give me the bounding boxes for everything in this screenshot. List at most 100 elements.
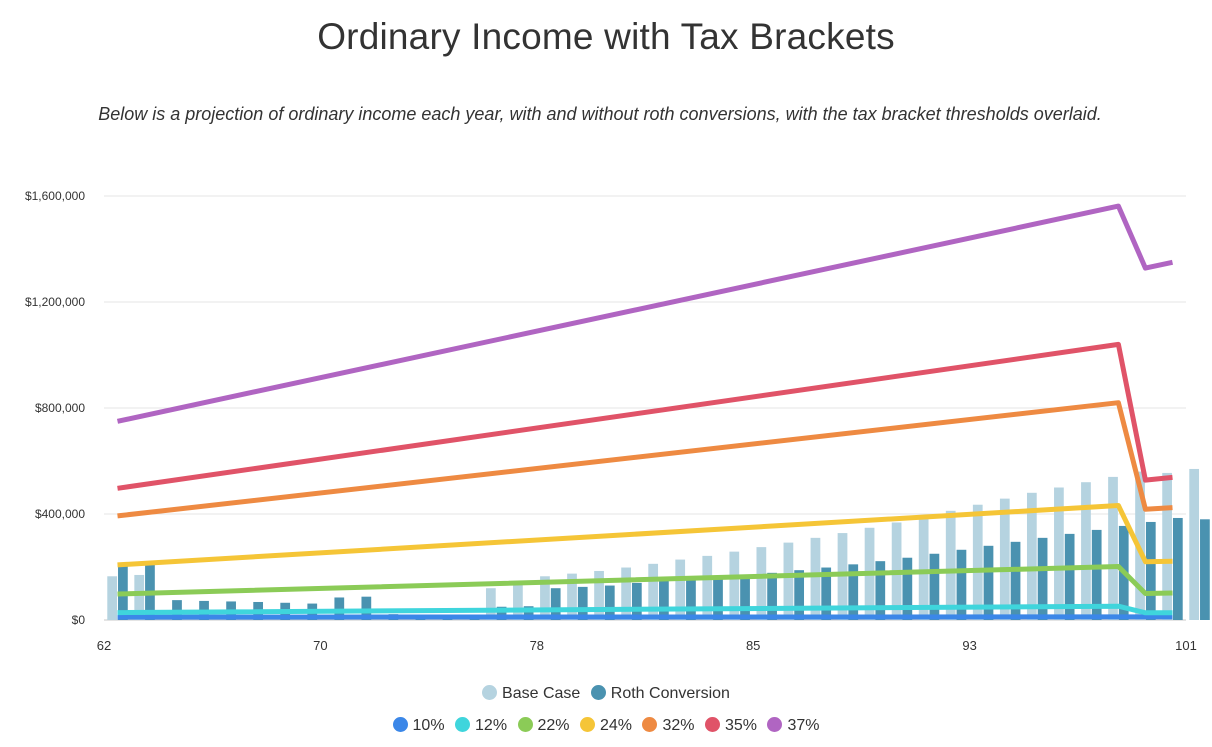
y-tick-label: $400,000 — [35, 507, 85, 521]
y-tick-label: $0 — [72, 613, 86, 627]
x-tick-label: 78 — [530, 638, 544, 653]
base-case-bar — [756, 547, 767, 620]
roth-conversion-bar — [1010, 541, 1021, 620]
legend-item-37[interactable]: 37% — [767, 717, 819, 735]
bracket-line-35pct — [117, 341, 1173, 491]
legend-label: 24% — [599, 717, 633, 734]
base-case-bar — [1054, 487, 1064, 620]
roth-conversion-bar — [767, 572, 777, 620]
roth-conversion-bar — [361, 596, 372, 620]
base-case-bar — [1162, 472, 1172, 620]
legend-item-35[interactable]: 35% — [704, 717, 757, 735]
legend-dot — [517, 717, 533, 732]
legend-label: 22% — [537, 717, 570, 734]
roth-conversion-bar — [929, 553, 940, 620]
bracket-line-22pct — [117, 564, 1173, 597]
roth-conversion-bar — [1064, 533, 1075, 620]
base-case-bar — [513, 582, 523, 620]
roth-conversion-bar — [875, 561, 886, 620]
roth-conversion-bar — [848, 564, 859, 620]
legend-label: 35% — [724, 717, 757, 734]
bracket-line-32pct — [117, 400, 1173, 519]
legend-dot — [642, 717, 658, 732]
chart-subtitle: Below is a projection of ordinary income… — [98, 104, 1102, 124]
base-case-bar — [594, 570, 604, 620]
roth-conversion-bar — [1091, 529, 1102, 620]
legend-item-12[interactable]: 12% — [455, 717, 507, 735]
base-case-bar — [945, 510, 956, 620]
roth-conversion-bar — [1145, 521, 1156, 620]
base-case-bar — [702, 555, 713, 620]
base-case-bar — [675, 559, 686, 620]
x-tick-label: 93 — [962, 638, 976, 653]
legend-label: Base Case — [502, 685, 581, 702]
roth-conversion-bar — [523, 606, 534, 620]
base-case-bar — [1189, 468, 1200, 620]
y-tick-label: $1,600,000 — [25, 189, 85, 203]
legend-item-10[interactable]: 10% — [392, 717, 445, 735]
base-case-bar — [783, 542, 794, 620]
roth-conversion-bar — [794, 570, 805, 620]
roth-conversion-bar — [659, 580, 669, 620]
y-tick-label: $800,000 — [35, 401, 85, 415]
base-case-bar — [810, 537, 821, 620]
roth-conversion-bar — [577, 586, 588, 620]
bracket-line-37pct — [116, 203, 1174, 424]
bracket-legend: 10% 12% 22% 24% 32% 35% 37% — [0, 717, 1212, 735]
legend-dot — [579, 717, 595, 732]
roth-conversion-bar — [631, 582, 642, 620]
base-case-bar — [1026, 492, 1037, 620]
legend-dot — [590, 685, 606, 700]
roth-conversion-bar — [604, 585, 615, 620]
base-case-bar — [1081, 482, 1091, 620]
legend-item-22[interactable]: 22% — [517, 717, 570, 735]
legend-label: 32% — [662, 717, 695, 734]
legend-dot — [392, 717, 408, 732]
legend-item-32[interactable]: 32% — [642, 717, 695, 735]
roth-conversion-bar — [1172, 517, 1183, 620]
x-tick-label: 62 — [97, 638, 111, 653]
roth-conversion-bar — [1037, 537, 1048, 620]
roth-conversion-bar — [902, 557, 913, 620]
roth-conversion-bar — [821, 567, 832, 620]
legend-label: 12% — [475, 717, 508, 734]
roth-conversion-bar — [983, 545, 994, 620]
bracket-line-24pct — [117, 503, 1173, 568]
roth-conversion-bar — [550, 588, 561, 620]
legend-label: 10% — [412, 717, 445, 734]
legend-dot — [455, 717, 471, 732]
roth-conversion-bar — [740, 574, 750, 620]
base-case-bar — [729, 551, 740, 620]
roth-conversion-bar — [496, 606, 507, 620]
base-case-bar — [918, 516, 929, 620]
x-tick-label: 101 — [1175, 638, 1197, 653]
legend-dot — [482, 685, 498, 700]
base-case-bar — [107, 576, 118, 620]
base-case-bar — [999, 498, 1010, 620]
roth-conversion-bar — [713, 577, 723, 620]
legend-label: 37% — [787, 717, 820, 734]
base-case-bar — [567, 573, 577, 620]
legend-dot — [704, 717, 720, 732]
base-case-bar — [972, 504, 983, 620]
base-case-bar — [621, 567, 631, 620]
x-tick-label: 70 — [313, 638, 327, 653]
legend-label: Roth Conversion — [610, 685, 730, 702]
legend-dot — [767, 717, 783, 732]
x-tick-label: 85 — [746, 638, 760, 653]
bar-legend: Base Case Roth Conversion — [0, 685, 1212, 703]
chart-title: Ordinary Income with Tax Brackets — [317, 16, 895, 57]
roth-conversion-bar — [1200, 519, 1210, 620]
legend-item-base-case[interactable]: Base Case — [482, 685, 580, 703]
y-tick-label: $1,200,000 — [25, 295, 85, 309]
base-case-bar — [134, 574, 145, 620]
base-case-bar — [485, 588, 496, 620]
roth-conversion-bar — [956, 549, 967, 620]
base-case-bar — [1108, 476, 1118, 620]
roth-conversion-bar — [686, 578, 696, 620]
legend-item-24[interactable]: 24% — [579, 717, 633, 735]
base-case-bar — [648, 563, 659, 620]
bracket-line-12pct — [117, 603, 1173, 616]
legend-item-roth-conversion[interactable]: Roth Conversion — [590, 685, 730, 703]
